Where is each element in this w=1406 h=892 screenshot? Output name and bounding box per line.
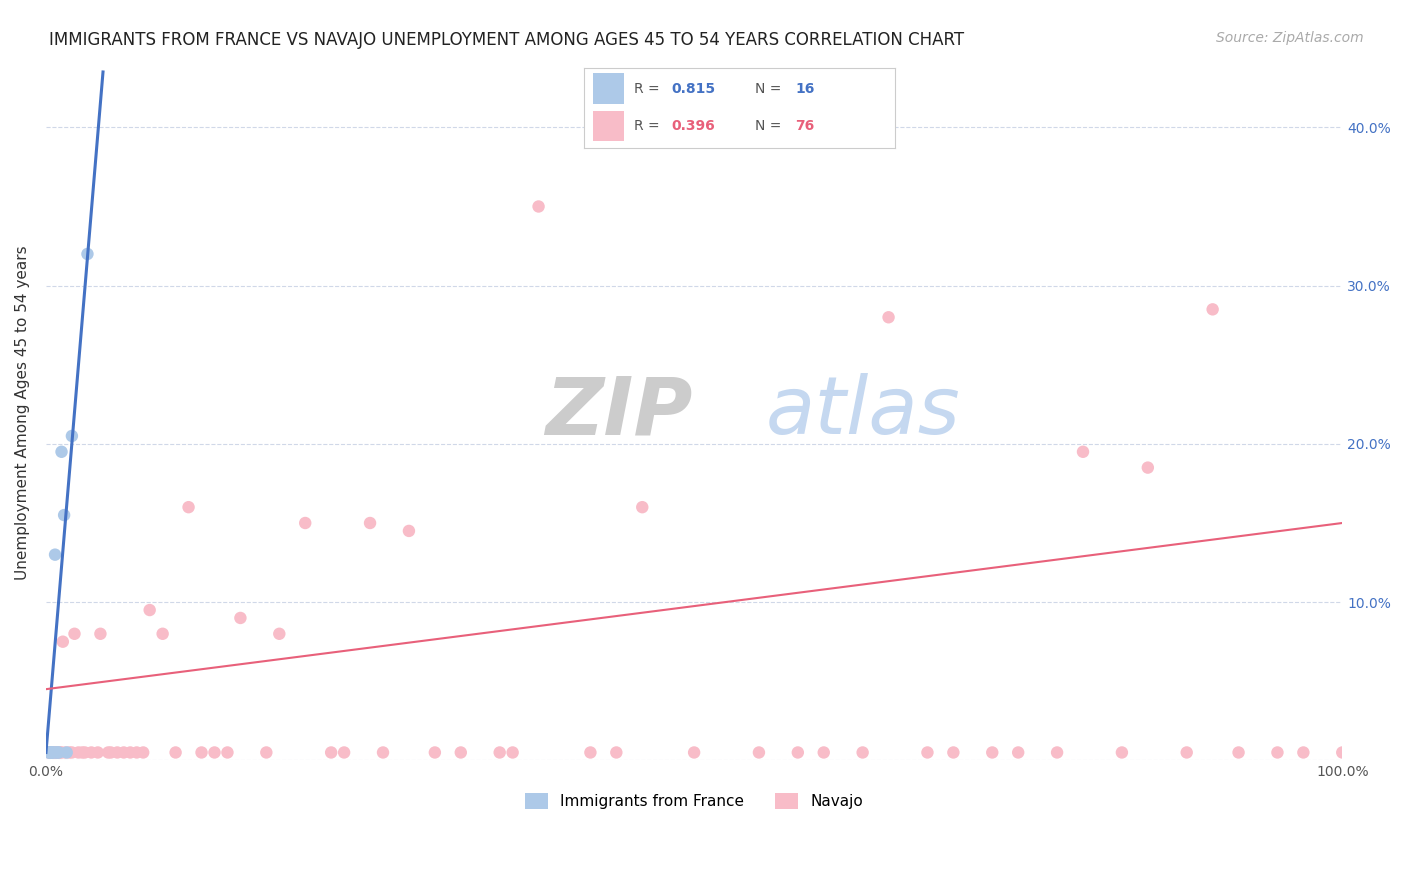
Point [254, 746, 277, 760]
Point [89, 627, 111, 641]
Point [138, 603, 160, 617]
Point [981, 746, 1004, 760]
Point [72, 746, 94, 760]
Point [39, 746, 62, 760]
Point [45, 746, 67, 760]
Y-axis label: Unemployment Among Ages 45 to 54 years: Unemployment Among Ages 45 to 54 years [15, 245, 30, 580]
Point [1175, 746, 1198, 760]
Text: atlas: atlas [765, 373, 960, 451]
Point [51, 746, 73, 760]
Point [39, 746, 62, 760]
Point [58, 746, 80, 760]
Point [786, 746, 808, 760]
Point [41, 746, 63, 760]
Point [294, 516, 316, 530]
Point [76, 247, 98, 261]
Point [60, 746, 83, 760]
Point [73, 746, 96, 760]
Point [1111, 746, 1133, 760]
Point [80, 746, 103, 760]
Point [53, 508, 76, 522]
Point [1201, 302, 1223, 317]
Point [1071, 444, 1094, 458]
Point [165, 746, 187, 760]
Point [579, 746, 602, 760]
Point [359, 516, 381, 530]
Point [100, 746, 122, 760]
Text: Source: ZipAtlas.com: Source: ZipAtlas.com [1216, 31, 1364, 45]
Point [1007, 746, 1029, 760]
Point [38, 746, 60, 760]
Point [45, 746, 67, 760]
Point [1227, 746, 1250, 760]
Point [120, 746, 142, 760]
Point [44, 746, 66, 760]
Point [813, 746, 835, 760]
Point [112, 746, 135, 760]
Point [748, 746, 770, 760]
Point [371, 746, 394, 760]
Point [683, 746, 706, 760]
Point [942, 746, 965, 760]
Point [63, 627, 86, 641]
Point [42, 746, 65, 760]
Point [877, 310, 900, 325]
Point [1331, 746, 1354, 760]
Point [333, 746, 356, 760]
Point [60, 429, 83, 443]
Point [97, 746, 120, 760]
Point [125, 746, 148, 760]
Point [527, 199, 550, 213]
Point [398, 524, 420, 538]
Point [41, 746, 63, 760]
Point [269, 627, 291, 641]
Point [44, 746, 66, 760]
Point [321, 746, 343, 760]
Point [488, 746, 510, 760]
Point [46, 746, 69, 760]
Point [190, 746, 212, 760]
Point [51, 444, 73, 458]
Point [39, 746, 62, 760]
Point [41, 746, 63, 760]
Point [39, 746, 62, 760]
Point [852, 746, 875, 760]
Point [87, 746, 110, 760]
Point [502, 746, 524, 760]
Point [605, 746, 627, 760]
Point [217, 746, 239, 760]
Point [450, 746, 472, 760]
Point [917, 746, 939, 760]
Point [1267, 746, 1289, 760]
Point [1292, 746, 1315, 760]
Point [48, 746, 70, 760]
Point [631, 500, 654, 515]
Point [46, 746, 69, 760]
Text: ZIP: ZIP [546, 373, 692, 451]
Point [49, 746, 72, 760]
Point [132, 746, 155, 760]
Point [152, 627, 174, 641]
Point [38, 746, 60, 760]
Point [177, 500, 200, 515]
Point [229, 611, 252, 625]
Text: IMMIGRANTS FROM FRANCE VS NAVAJO UNEMPLOYMENT AMONG AGES 45 TO 54 YEARS CORRELAT: IMMIGRANTS FROM FRANCE VS NAVAJO UNEMPLO… [49, 31, 965, 49]
Legend: Immigrants from France, Navajo: Immigrants from France, Navajo [519, 788, 869, 815]
Point [42, 746, 65, 760]
Point [44, 548, 66, 562]
Point [1046, 746, 1069, 760]
Point [38, 746, 60, 760]
Point [67, 746, 90, 760]
Point [38, 746, 60, 760]
Point [105, 746, 128, 760]
Point [204, 746, 226, 760]
Point [1136, 460, 1159, 475]
Point [38, 746, 60, 760]
Point [52, 634, 75, 648]
Point [48, 746, 70, 760]
Point [55, 746, 77, 760]
Point [55, 746, 77, 760]
Point [423, 746, 446, 760]
